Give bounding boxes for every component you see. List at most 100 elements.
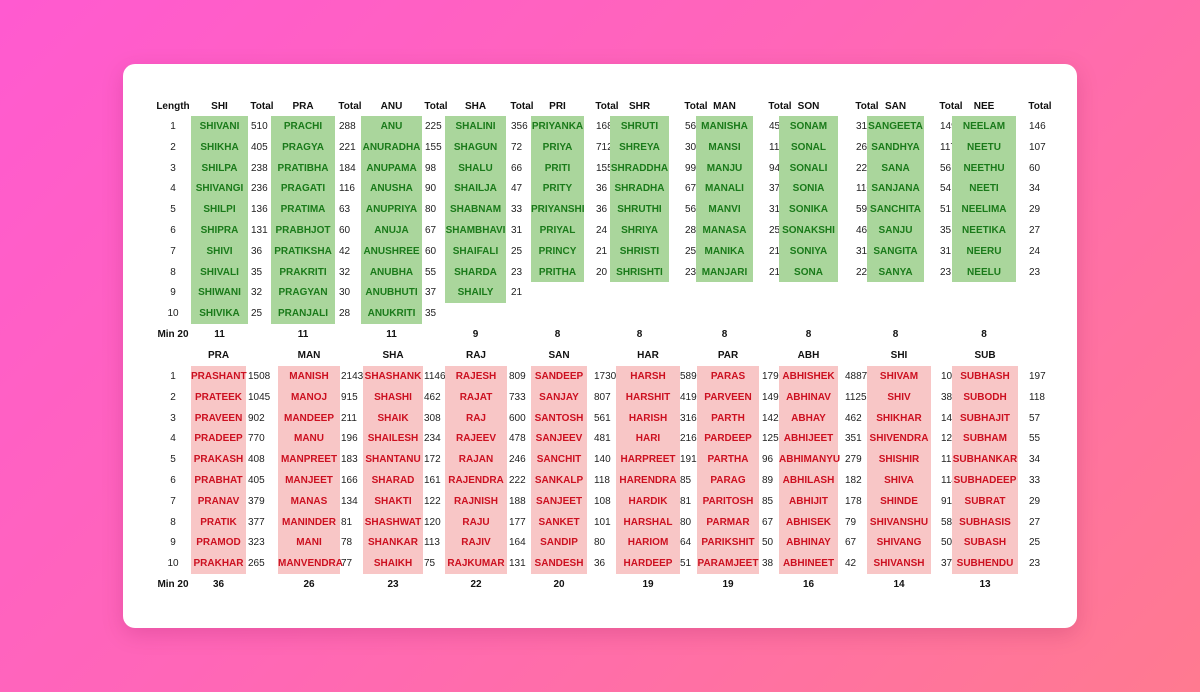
- name-cell[interactable]: PARAS: [710, 371, 746, 382]
- name-cell[interactable]: SHIVANG: [876, 537, 922, 549]
- name-cell[interactable]: SANGITA: [873, 245, 918, 257]
- name-cell[interactable]: NEELIMA: [961, 204, 1007, 216]
- name-cell[interactable]: ABHINEET: [782, 558, 835, 570]
- name-cell[interactable]: SUBHADEEP: [953, 475, 1017, 486]
- name-cell[interactable]: SUBHAJIT: [959, 412, 1010, 424]
- name-cell[interactable]: SHIVENDRA: [869, 433, 929, 445]
- name-cell[interactable]: SANJU: [878, 225, 913, 236]
- name-cell[interactable]: ANUKRITI: [367, 308, 416, 320]
- name-cell[interactable]: ANUSHREE: [363, 245, 420, 257]
- name-cell[interactable]: PARTH: [711, 412, 745, 424]
- name-cell[interactable]: MANALI: [705, 183, 744, 195]
- name-cell[interactable]: ANUBHUTI: [365, 287, 418, 299]
- name-cell[interactable]: SONALI: [789, 162, 828, 174]
- name-cell[interactable]: ANU: [380, 121, 403, 132]
- name-cell[interactable]: NEERU: [966, 245, 1002, 257]
- name-cell[interactable]: ABHIJEET: [783, 433, 834, 445]
- name-cell[interactable]: MANJARI: [701, 266, 748, 278]
- name-cell[interactable]: SUBASH: [963, 537, 1007, 549]
- name-cell[interactable]: RAJESH: [455, 371, 497, 382]
- name-cell[interactable]: SUBHAM: [963, 433, 1007, 445]
- name-cell[interactable]: ANUJA: [374, 225, 409, 236]
- name-cell[interactable]: SHIWANI: [198, 287, 241, 299]
- name-cell[interactable]: SONIKA: [789, 204, 828, 216]
- name-cell[interactable]: RAJNISH: [454, 495, 498, 507]
- name-cell[interactable]: SHAILY: [457, 287, 494, 299]
- name-cell[interactable]: PRIYA: [542, 141, 573, 153]
- name-cell[interactable]: SUBHASIS: [959, 516, 1011, 528]
- name-cell[interactable]: SUBHASH: [960, 371, 1010, 382]
- name-cell[interactable]: MANI: [296, 537, 322, 549]
- name-cell[interactable]: SANDHYA: [871, 141, 920, 153]
- name-cell[interactable]: PRAVEEN: [194, 412, 243, 424]
- name-cell[interactable]: HARSH: [630, 371, 666, 382]
- name-cell[interactable]: SANJEET: [535, 495, 583, 507]
- name-cell[interactable]: SHRADHA: [614, 183, 665, 195]
- name-cell[interactable]: SHRUTHI: [617, 204, 662, 216]
- name-cell[interactable]: SHANTANU: [365, 454, 421, 466]
- name-cell[interactable]: PARDEEP: [704, 433, 752, 445]
- name-cell[interactable]: SANJEEV: [535, 433, 583, 445]
- name-cell[interactable]: PRANJALI: [277, 308, 328, 320]
- name-cell[interactable]: PRAKRITI: [279, 266, 327, 278]
- name-cell[interactable]: SHAIK: [377, 412, 409, 424]
- name-cell[interactable]: RAJAN: [458, 454, 494, 466]
- name-cell[interactable]: SHIVANSH: [873, 558, 925, 570]
- name-cell[interactable]: HARSHAL: [623, 516, 673, 528]
- name-cell[interactable]: NEETI: [969, 183, 999, 195]
- name-cell[interactable]: SANDIP: [540, 537, 578, 549]
- name-cell[interactable]: PRITY: [542, 183, 573, 195]
- name-cell[interactable]: MANU: [294, 433, 324, 445]
- name-cell[interactable]: ABHIJIT: [789, 495, 828, 507]
- name-cell[interactable]: MANVENDRA: [278, 558, 343, 570]
- name-cell[interactable]: PARMAR: [706, 516, 750, 528]
- name-cell[interactable]: SHAKTI: [374, 495, 412, 507]
- name-cell[interactable]: SANJANA: [871, 183, 920, 195]
- name-cell[interactable]: PRITI: [544, 162, 571, 174]
- name-cell[interactable]: SHAIFALI: [452, 245, 499, 257]
- name-cell[interactable]: SANGEETA: [868, 121, 923, 132]
- name-cell[interactable]: PRATIK: [200, 516, 237, 528]
- name-cell[interactable]: SHRIYA: [621, 225, 658, 236]
- name-cell[interactable]: SONAKSHI: [782, 225, 835, 236]
- name-cell[interactable]: PARVEEN: [704, 391, 752, 403]
- name-cell[interactable]: HARI: [635, 433, 661, 445]
- name-cell[interactable]: MANDEEP: [283, 412, 334, 424]
- name-cell[interactable]: SHIVANSHU: [869, 516, 929, 528]
- name-cell[interactable]: SUBHENDU: [956, 558, 1014, 570]
- name-cell[interactable]: SHIVANGI: [195, 183, 244, 195]
- name-cell[interactable]: PRATIKSHA: [274, 245, 332, 257]
- name-cell[interactable]: ABHIMANYU: [779, 454, 841, 466]
- name-cell[interactable]: ABHINAY: [786, 537, 831, 549]
- name-cell[interactable]: ABHISEK: [785, 516, 831, 528]
- name-cell[interactable]: SHALU: [458, 162, 493, 174]
- name-cell[interactable]: HARISH: [628, 412, 668, 424]
- name-cell[interactable]: RAJKUMAR: [447, 558, 505, 570]
- name-cell[interactable]: MANVI: [708, 204, 741, 216]
- name-cell[interactable]: SANDEEP: [534, 371, 584, 382]
- name-cell[interactable]: MANISHA: [701, 121, 748, 132]
- name-cell[interactable]: ABHAY: [791, 412, 826, 424]
- name-cell[interactable]: SHIVALI: [200, 266, 239, 278]
- name-cell[interactable]: SHARAD: [371, 475, 415, 486]
- name-cell[interactable]: SHIVAM: [879, 371, 919, 382]
- name-cell[interactable]: RAJIV: [461, 537, 491, 549]
- name-cell[interactable]: SHASHANK: [364, 371, 422, 382]
- name-cell[interactable]: SHILPA: [201, 162, 238, 174]
- name-cell[interactable]: ANUBHA: [369, 266, 414, 278]
- name-cell[interactable]: SONAL: [791, 141, 826, 153]
- name-cell[interactable]: PRATIMA: [280, 204, 326, 216]
- name-cell[interactable]: SANYA: [878, 266, 913, 278]
- name-cell[interactable]: PRAKHAR: [193, 558, 244, 570]
- name-cell[interactable]: SHIKHA: [200, 141, 239, 153]
- name-cell[interactable]: SHALINI: [455, 121, 496, 132]
- name-cell[interactable]: PRACHI: [283, 121, 323, 132]
- name-cell[interactable]: NEETIKA: [962, 225, 1006, 236]
- name-cell[interactable]: MANASA: [702, 225, 747, 236]
- name-cell[interactable]: ABHISHEK: [782, 371, 835, 382]
- name-cell[interactable]: RAJENDRA: [448, 475, 504, 486]
- name-cell[interactable]: HARSHIT: [625, 391, 671, 403]
- name-cell[interactable]: SHASHI: [374, 391, 412, 403]
- name-cell[interactable]: SUBODH: [963, 391, 1007, 403]
- name-cell[interactable]: PRAGATI: [280, 183, 326, 195]
